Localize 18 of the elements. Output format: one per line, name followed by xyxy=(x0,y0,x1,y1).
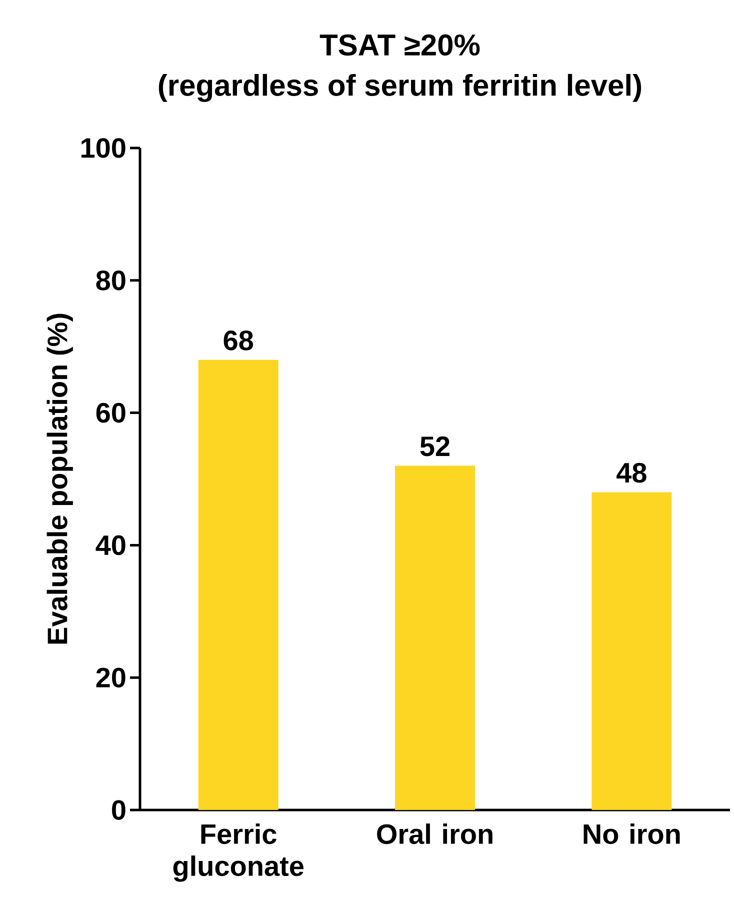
data-label: 52 xyxy=(420,436,450,456)
y-tick-label: 40 xyxy=(96,535,126,556)
y-tick-label: 80 xyxy=(96,270,126,290)
chart-subtitle: (regardless of serum ferritin level) xyxy=(158,74,642,102)
bar xyxy=(395,466,476,810)
chart-title: TSAT ≥20% xyxy=(320,34,480,56)
y-tick-label: 0 xyxy=(112,800,126,820)
x-tick-label: No iron xyxy=(584,824,680,844)
data-label: 48 xyxy=(616,462,646,483)
x-tick-label: Oral iron xyxy=(377,824,492,844)
y-axis-title: Evaluable population (%) xyxy=(46,314,73,644)
y-tick-label: 60 xyxy=(96,402,126,423)
bar xyxy=(592,492,672,810)
y-tick-label: 20 xyxy=(96,668,126,688)
y-tick-label: 100 xyxy=(82,138,126,158)
x-tick-label: Ferric gluconate xyxy=(173,824,304,882)
bar xyxy=(198,360,278,810)
data-label: 68 xyxy=(224,330,254,350)
